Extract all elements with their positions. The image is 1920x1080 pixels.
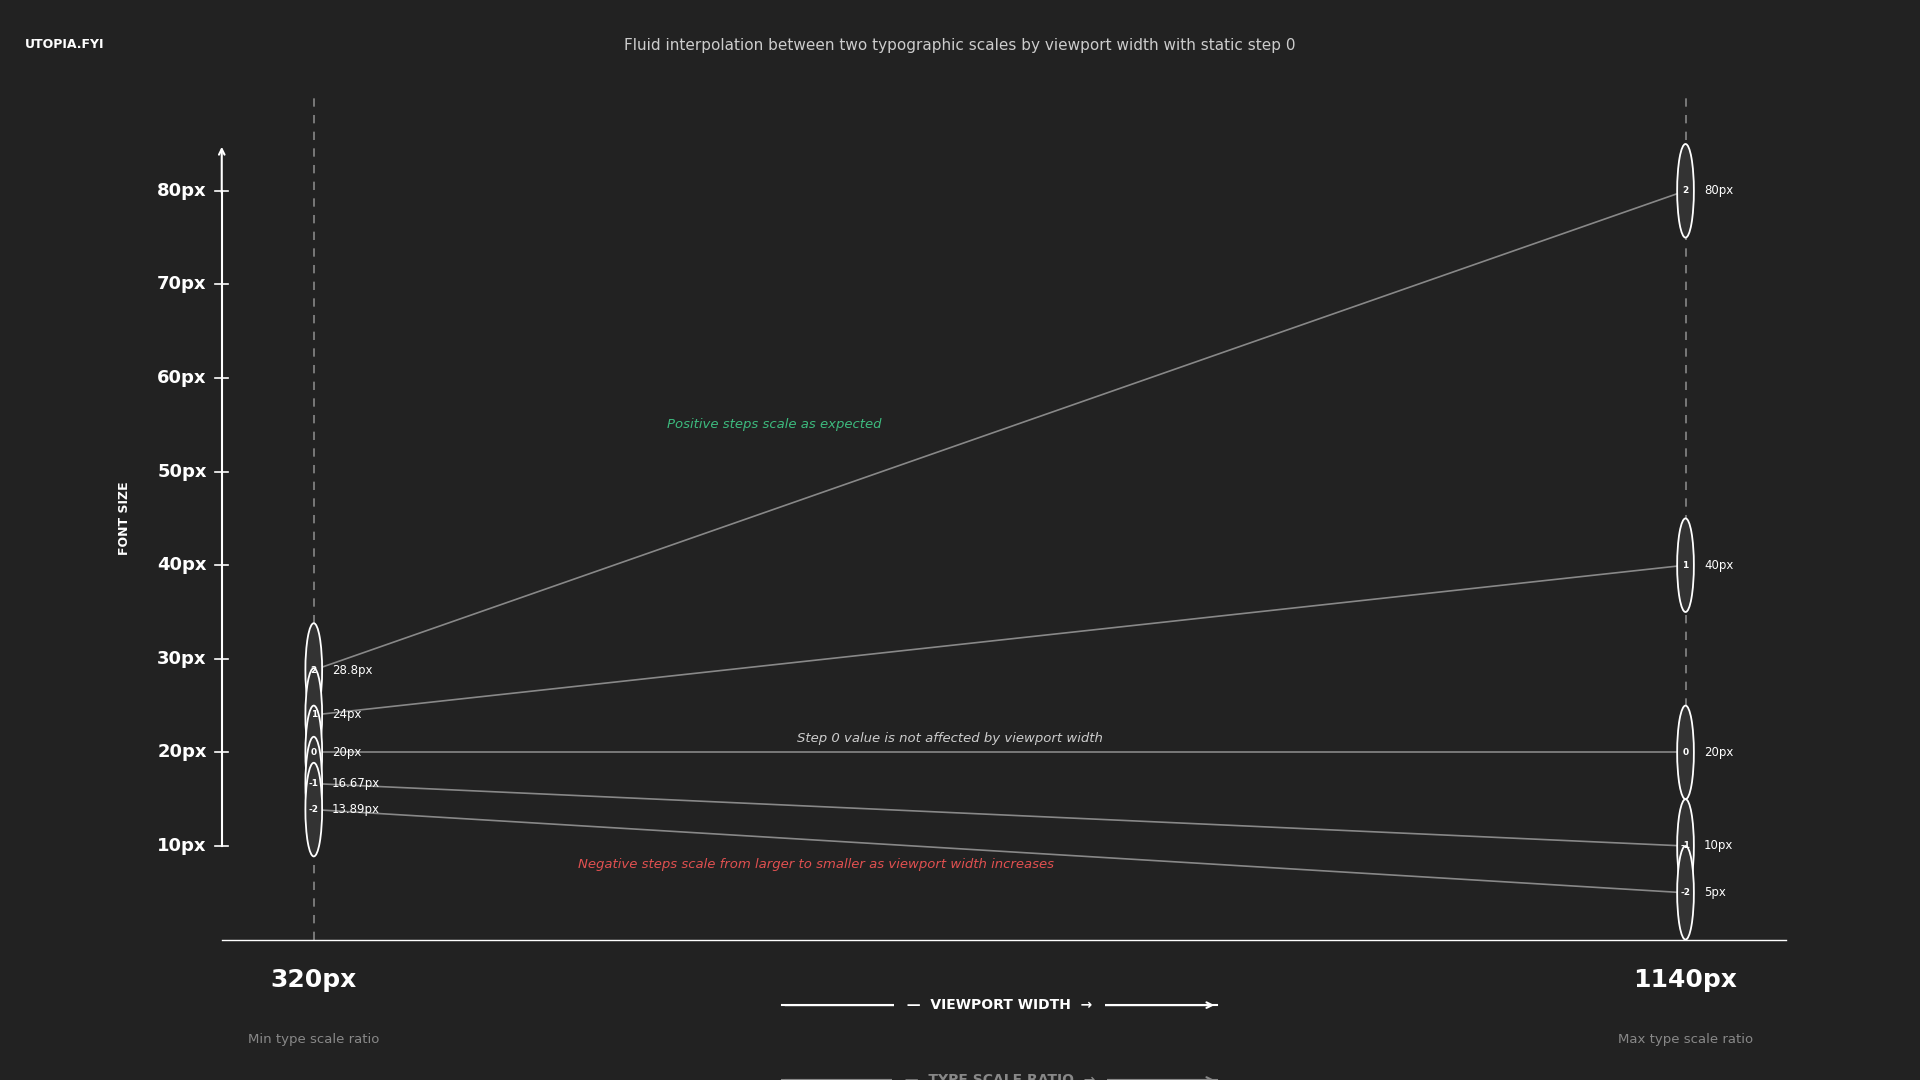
Text: 40px: 40px bbox=[1703, 558, 1734, 571]
Text: 30px: 30px bbox=[157, 650, 207, 667]
Circle shape bbox=[1678, 144, 1693, 238]
Text: 20px: 20px bbox=[332, 746, 361, 759]
Text: Max type scale ratio: Max type scale ratio bbox=[1619, 1034, 1753, 1047]
Text: Step 0 value is not affected by viewport width: Step 0 value is not affected by viewport… bbox=[797, 732, 1102, 745]
Text: Fluid interpolation between two typographic scales by viewport width with static: Fluid interpolation between two typograp… bbox=[624, 38, 1296, 53]
Circle shape bbox=[305, 669, 323, 761]
Text: 70px: 70px bbox=[157, 275, 207, 294]
Text: Positive steps scale as expected: Positive steps scale as expected bbox=[666, 418, 881, 431]
Text: Negative steps scale from larger to smaller as viewport width increases: Negative steps scale from larger to smal… bbox=[578, 859, 1054, 872]
Circle shape bbox=[1678, 705, 1693, 799]
Text: 0: 0 bbox=[311, 747, 317, 757]
Circle shape bbox=[305, 762, 323, 856]
Text: 50px: 50px bbox=[157, 462, 207, 481]
Text: 28.8px: 28.8px bbox=[332, 663, 372, 676]
Text: 0: 0 bbox=[1682, 747, 1688, 757]
Circle shape bbox=[305, 623, 323, 717]
Text: —  TYPE SCALE RATIO  →: — TYPE SCALE RATIO → bbox=[895, 1074, 1104, 1080]
Text: 20px: 20px bbox=[1703, 746, 1734, 759]
Text: 1: 1 bbox=[1682, 561, 1688, 569]
Text: 80px: 80px bbox=[157, 181, 207, 200]
Text: 2: 2 bbox=[1682, 186, 1688, 195]
Text: -2: -2 bbox=[309, 805, 319, 814]
Text: -2: -2 bbox=[1680, 888, 1690, 897]
Circle shape bbox=[1678, 799, 1693, 893]
Text: Min type scale ratio: Min type scale ratio bbox=[248, 1034, 380, 1047]
Text: 10px: 10px bbox=[157, 837, 207, 855]
Text: -1: -1 bbox=[1680, 841, 1690, 851]
Text: 10px: 10px bbox=[1703, 839, 1734, 852]
Text: FONT SIZE: FONT SIZE bbox=[119, 482, 131, 555]
Text: 80px: 80px bbox=[1703, 185, 1734, 198]
Text: 2: 2 bbox=[311, 665, 317, 675]
Text: 320px: 320px bbox=[271, 968, 357, 991]
Circle shape bbox=[1678, 518, 1693, 612]
Text: UTOPIA.FYI: UTOPIA.FYI bbox=[25, 38, 104, 51]
Text: 40px: 40px bbox=[157, 556, 207, 575]
Text: 16.67px: 16.67px bbox=[332, 778, 380, 791]
Text: 24px: 24px bbox=[332, 708, 361, 721]
Circle shape bbox=[305, 737, 323, 831]
Text: 60px: 60px bbox=[157, 369, 207, 387]
Text: -1: -1 bbox=[309, 779, 319, 788]
Text: 13.89px: 13.89px bbox=[332, 804, 380, 816]
Text: —  VIEWPORT WIDTH  →: — VIEWPORT WIDTH → bbox=[897, 998, 1102, 1012]
Text: 1: 1 bbox=[311, 711, 317, 719]
Circle shape bbox=[305, 705, 323, 799]
Text: 5px: 5px bbox=[1703, 887, 1726, 900]
Circle shape bbox=[1678, 846, 1693, 940]
Text: 20px: 20px bbox=[157, 743, 207, 761]
Text: 1140px: 1140px bbox=[1634, 968, 1738, 991]
